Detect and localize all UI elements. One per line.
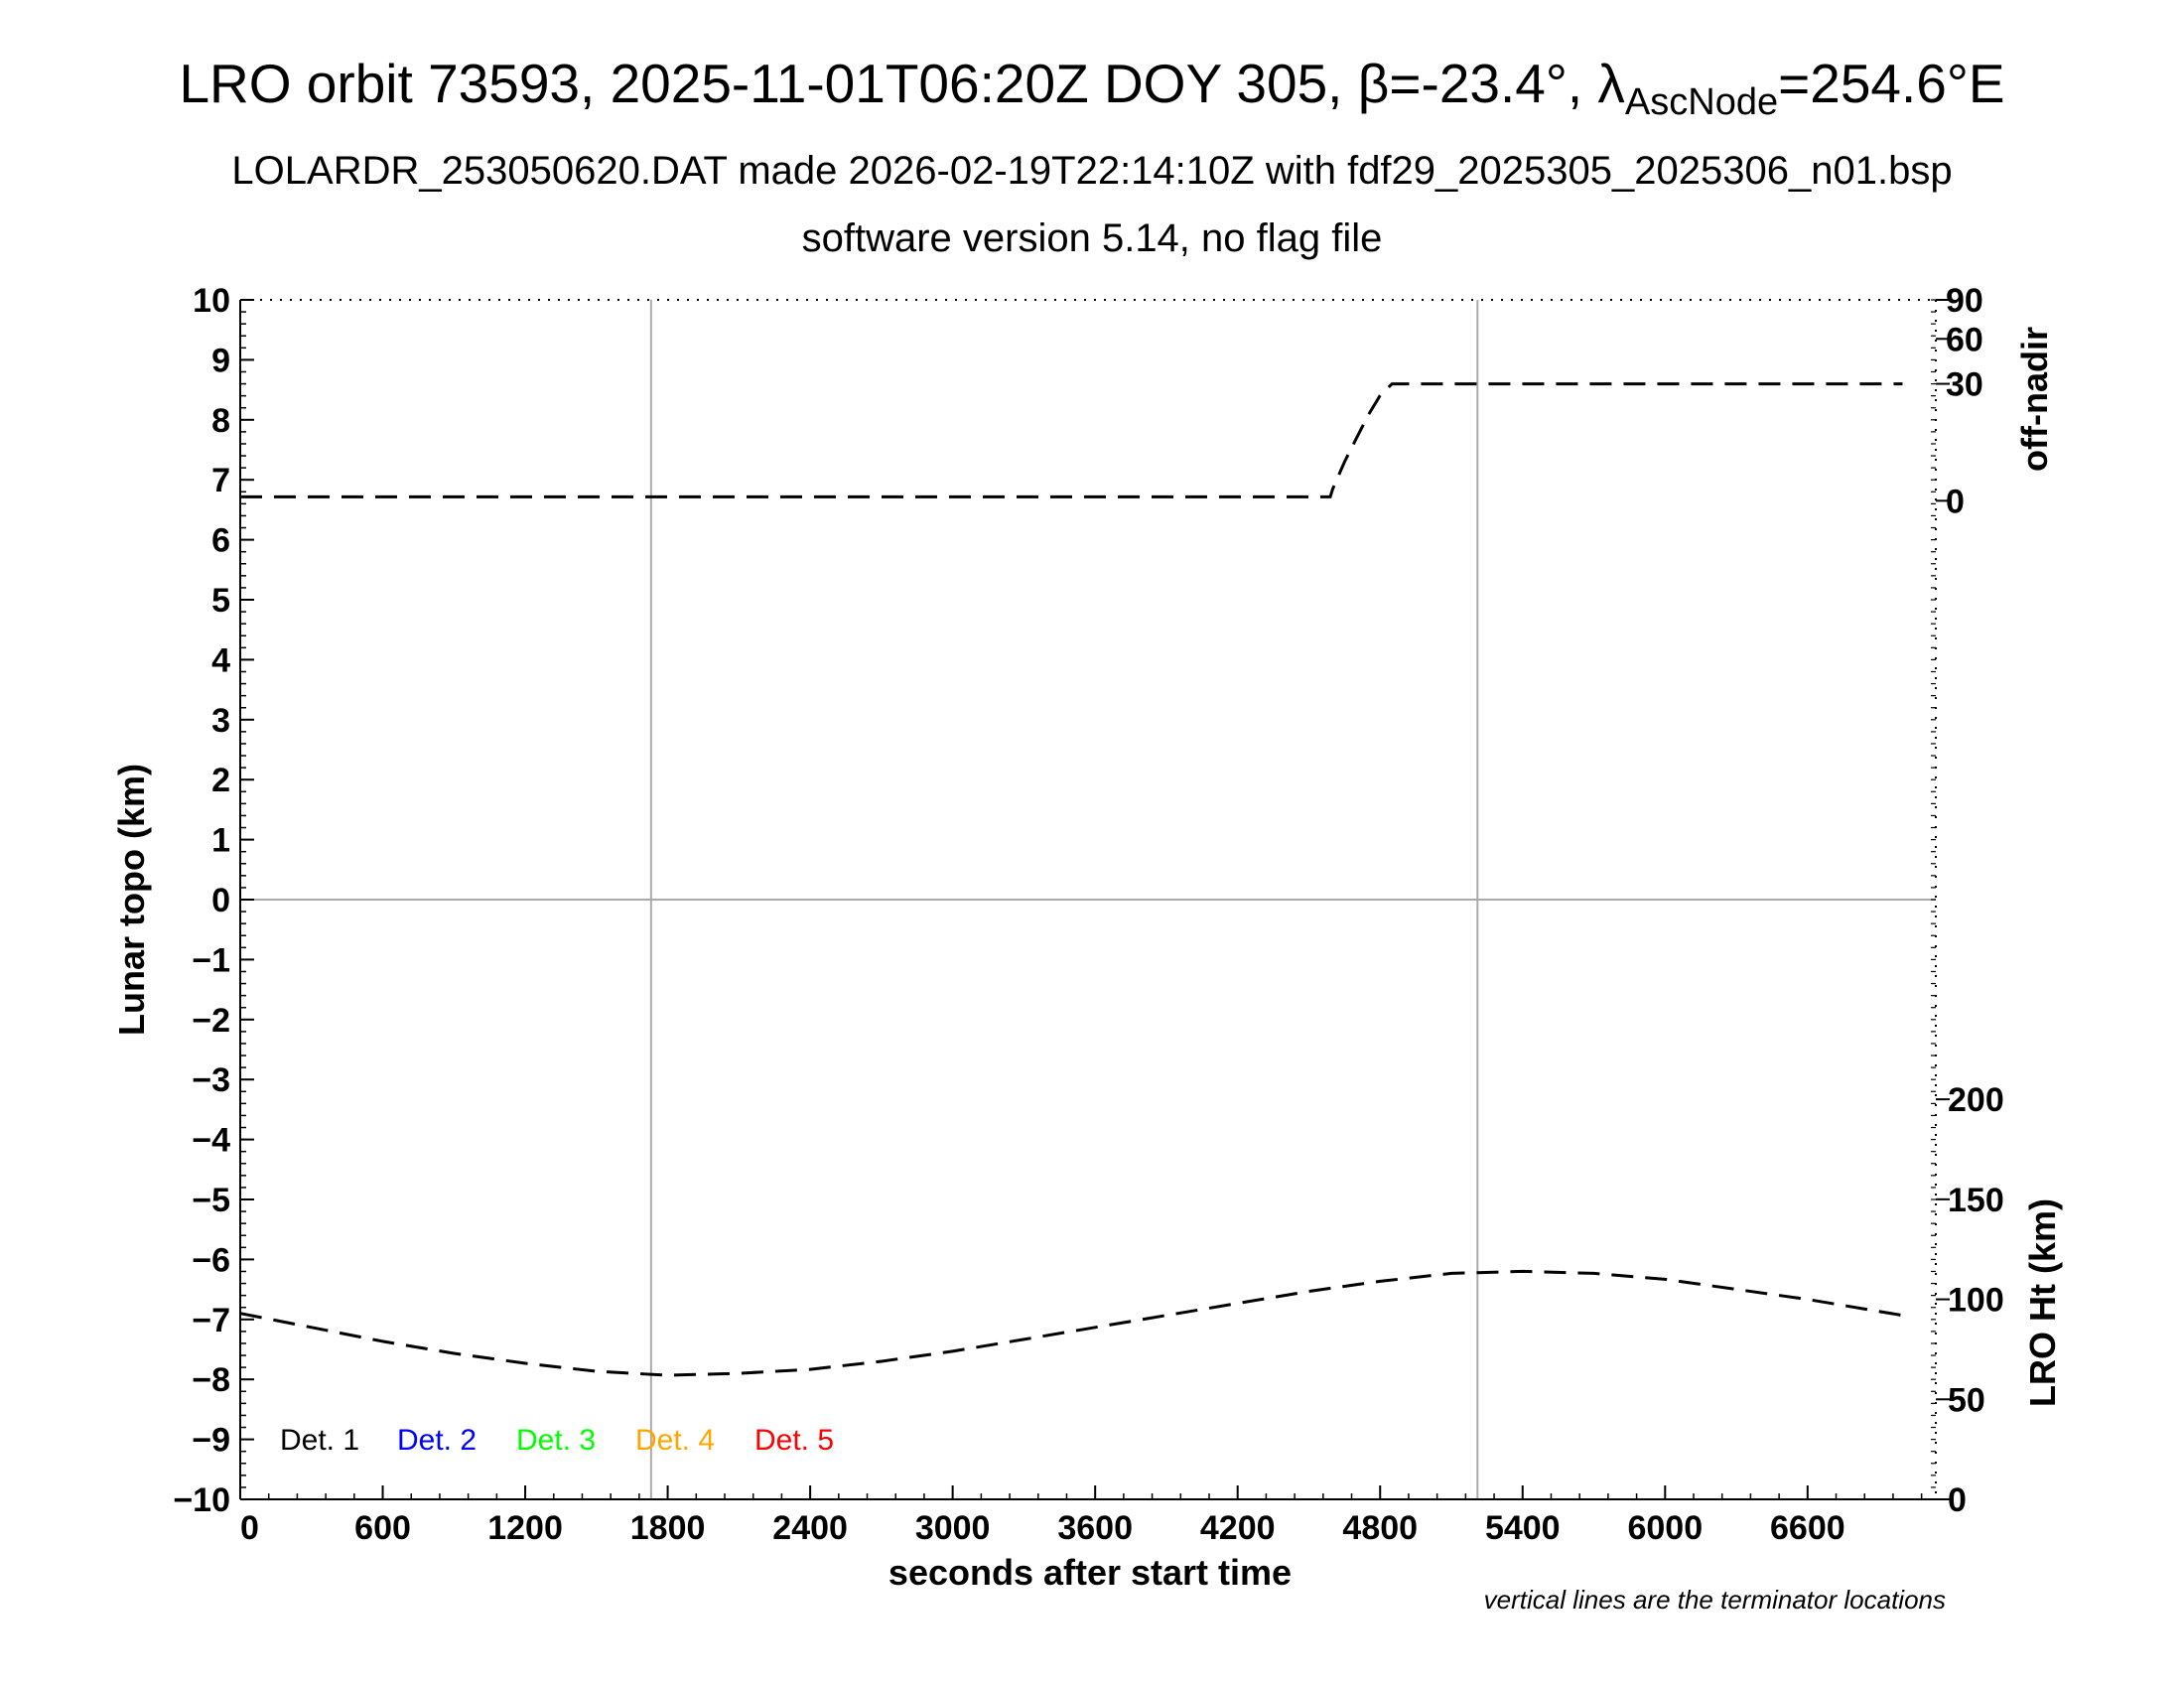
y-tick-label: −4 — [192, 1122, 230, 1160]
y-tick-label: −5 — [192, 1182, 230, 1219]
y-tick-label: 7 — [211, 462, 230, 499]
lro-height-tick-label: 50 — [1948, 1381, 1985, 1419]
x-tick-label: 3000 — [915, 1509, 991, 1547]
x-axis-title: seconds after start time — [888, 1552, 1292, 1593]
lro-height-series-line — [239, 1269, 1903, 1377]
off-nadir-tick-label: 0 — [1946, 483, 1965, 520]
legend-entry-det-2: Det. 2 — [397, 1424, 477, 1457]
x-tick-label: 1200 — [487, 1509, 563, 1547]
lro-height-axis-title: LRO Ht (km) — [2022, 1198, 2063, 1407]
y-tick-label: −9 — [192, 1422, 230, 1460]
software-version: software version 5.14, no flag file — [801, 216, 1383, 260]
y-tick-label: −7 — [192, 1302, 230, 1339]
y-tick-label: −1 — [192, 941, 230, 979]
off-nadir-tick-label: 90 — [1946, 282, 1983, 320]
x-tick-label: 6600 — [1770, 1509, 1845, 1547]
legend-entry-det-3: Det. 3 — [516, 1424, 596, 1457]
y-tick-label: −2 — [192, 1002, 230, 1040]
title-subscript: AscNode — [1624, 81, 1779, 123]
x-tick-label: 3600 — [1057, 1509, 1133, 1547]
off-nadir-axis-title: off-nadir — [2014, 327, 2055, 472]
y-tick-label: −8 — [192, 1361, 230, 1399]
off-nadir-tick-label: 30 — [1946, 366, 1983, 404]
x-tick-label: 1800 — [630, 1509, 706, 1547]
legend-entry-det-5: Det. 5 — [754, 1424, 834, 1457]
lro-height-tick-label: 200 — [1948, 1081, 2004, 1119]
x-tick-label: 4800 — [1342, 1509, 1418, 1547]
y-tick-label: 9 — [211, 342, 230, 379]
y-tick-label: 5 — [211, 582, 230, 620]
y-tick-label: 10 — [193, 282, 230, 320]
off-nadir-tick-label: 60 — [1946, 321, 1983, 358]
lro-height-tick-label: 100 — [1948, 1282, 2004, 1320]
lro-height-tick-label: 0 — [1948, 1481, 1967, 1519]
y-tick-label: −3 — [192, 1061, 230, 1099]
y-tick-label: 4 — [211, 641, 230, 679]
x-tick-label: 2400 — [772, 1509, 848, 1547]
y-tick-label: −10 — [173, 1481, 230, 1519]
x-tick-label: 4200 — [1200, 1509, 1276, 1547]
legend-entry-det-1: Det. 1 — [280, 1424, 359, 1457]
x-tick-label: 600 — [354, 1509, 411, 1547]
chart-subtitle: LOLARDR_253050620.DAT made 2026-02-19T22… — [231, 149, 1953, 193]
y-tick-label: 1 — [211, 822, 230, 860]
off-nadir-series-line — [240, 382, 1903, 498]
y-tick-label: 6 — [211, 522, 230, 560]
y-axis-title: Lunar topo (km) — [111, 764, 152, 1036]
y-tick-label: 3 — [211, 702, 230, 740]
terminator-note: vertical lines are the terminator locati… — [1484, 1585, 1946, 1615]
legend-entry-det-4: Det. 4 — [635, 1424, 715, 1457]
x-tick-label: 5400 — [1485, 1509, 1561, 1547]
y-tick-label: 0 — [211, 882, 230, 919]
x-tick-label: 6000 — [1627, 1509, 1703, 1547]
x-tick-label: 0 — [240, 1509, 259, 1547]
lro-height-tick-label: 150 — [1948, 1182, 2004, 1219]
y-tick-label: 8 — [211, 402, 230, 440]
chart-title: LRO orbit 73593, 2025-11-01T06:20Z DOY 3… — [179, 53, 2005, 123]
y-tick-label: −6 — [192, 1241, 230, 1279]
y-tick-label: 2 — [211, 762, 230, 799]
